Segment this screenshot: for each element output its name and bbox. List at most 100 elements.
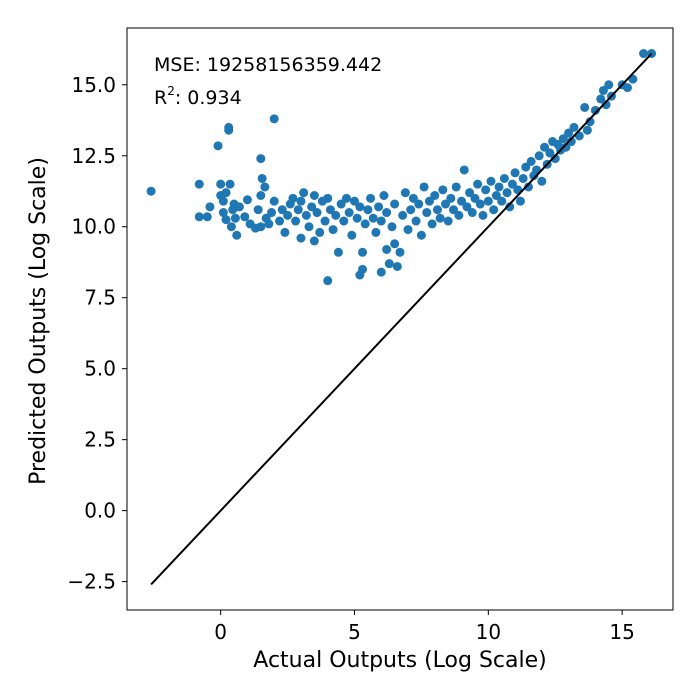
- scatter-point: [510, 168, 520, 178]
- scatter-point: [320, 216, 330, 226]
- scatter-point: [260, 182, 270, 192]
- scatter-point: [230, 213, 240, 223]
- scatter-point: [146, 186, 156, 196]
- r2-annotation: R2: 0.934: [154, 84, 242, 109]
- scatter-point: [234, 202, 244, 212]
- scatter-point: [280, 227, 290, 237]
- y-tick-label: 5.0: [84, 357, 116, 381]
- scatter-point: [213, 141, 223, 151]
- scatter-point: [352, 213, 362, 223]
- scatter-point: [451, 182, 461, 192]
- scatter-point: [390, 239, 400, 249]
- scatter-point: [507, 179, 517, 189]
- scatter-point: [331, 210, 341, 220]
- scatter-point: [540, 142, 550, 152]
- scatter-point: [296, 233, 306, 243]
- scatter-point: [526, 156, 536, 166]
- scatter-point: [411, 216, 421, 226]
- scatter-point: [309, 236, 319, 246]
- scatter-point: [518, 173, 528, 183]
- scatter-point: [483, 196, 493, 206]
- r2-value: : 0.934: [175, 87, 242, 109]
- scatter-point: [398, 210, 408, 220]
- scatter-point: [569, 122, 579, 132]
- scatter-point: [218, 196, 228, 206]
- scatter-point: [275, 216, 285, 226]
- scatter-point: [494, 182, 504, 192]
- scatter-point: [457, 196, 467, 206]
- scatter-point: [497, 196, 507, 206]
- scatter-point: [382, 244, 392, 254]
- scatter-point: [523, 182, 533, 192]
- scatter-point: [242, 195, 252, 205]
- scatter-point: [194, 179, 204, 189]
- scatter-point: [325, 205, 335, 215]
- scatter-point: [350, 196, 359, 206]
- scatter-point: [432, 205, 442, 215]
- x-tick-label: 15: [609, 620, 634, 644]
- scatter-point: [336, 199, 346, 209]
- scatter-point: [424, 196, 434, 206]
- scatter-point: [226, 222, 236, 232]
- scatter-point: [301, 210, 311, 220]
- scatter-point: [478, 210, 488, 220]
- scatter-point: [296, 196, 306, 206]
- x-tick-label: 0: [214, 620, 227, 644]
- scatter-point: [205, 202, 215, 212]
- scatter-point: [376, 216, 386, 226]
- scatter-point: [392, 261, 402, 271]
- scatter-point: [202, 212, 212, 222]
- scatter-point: [224, 122, 234, 132]
- scatter-point: [489, 205, 499, 215]
- scatter-point: [366, 193, 376, 203]
- scatter-point: [315, 227, 325, 237]
- scatter-point: [473, 179, 483, 189]
- scatter-point: [564, 128, 574, 138]
- y-tick-label: 15.0: [71, 73, 116, 97]
- scatter-point: [465, 188, 475, 198]
- scatter-point: [221, 188, 231, 198]
- scatter-point: [443, 216, 453, 226]
- scatter-point: [253, 205, 263, 215]
- scatter-point: [288, 193, 298, 203]
- r2-prefix: R: [154, 87, 167, 109]
- scatter-point: [596, 94, 606, 104]
- y-tick-label: −2.5: [67, 570, 116, 594]
- scatter-point: [550, 154, 560, 164]
- plot-frame: [126, 27, 674, 611]
- scatter-point: [454, 210, 464, 220]
- scatter-point: [414, 199, 424, 209]
- scatter-point: [590, 105, 600, 115]
- y-tick-label: 12.5: [71, 144, 116, 168]
- scatter-point: [598, 85, 608, 95]
- scatter-point: [558, 134, 568, 144]
- scatter-point: [403, 225, 413, 235]
- scatter-point: [218, 208, 228, 218]
- scatter-point: [435, 213, 445, 223]
- axes: 0 5 10 15 −2.5 0.0 2.5 5.0 7.5 10.0 12.5 15.0: [67, 27, 674, 644]
- scatter-point: [355, 202, 365, 212]
- scatter-point: [390, 199, 400, 209]
- scatter-point: [459, 165, 469, 175]
- scatter-point: [344, 208, 354, 218]
- scatter-point: [604, 80, 614, 90]
- mse-annotation: MSE: 19258156359.442: [154, 54, 382, 76]
- scatter-point: [304, 222, 314, 232]
- scatter-point: [307, 202, 317, 212]
- y-tick-label: 2.5: [84, 428, 116, 452]
- scatter-point: [387, 222, 397, 232]
- scatter-point: [639, 49, 649, 59]
- scatter-point: [232, 230, 242, 240]
- scatter-point: [347, 230, 357, 240]
- scatter-point: [309, 191, 319, 200]
- scatter-point: [256, 191, 266, 200]
- scatter-point: [427, 219, 437, 229]
- scatter-point: [582, 125, 592, 135]
- scatter-point: [240, 212, 250, 222]
- scatter-point: [416, 230, 426, 240]
- r2-superscript: 2: [167, 84, 175, 98]
- scatter-point: [328, 225, 338, 235]
- scatter-point: [269, 114, 279, 124]
- scatter-point: [566, 137, 576, 147]
